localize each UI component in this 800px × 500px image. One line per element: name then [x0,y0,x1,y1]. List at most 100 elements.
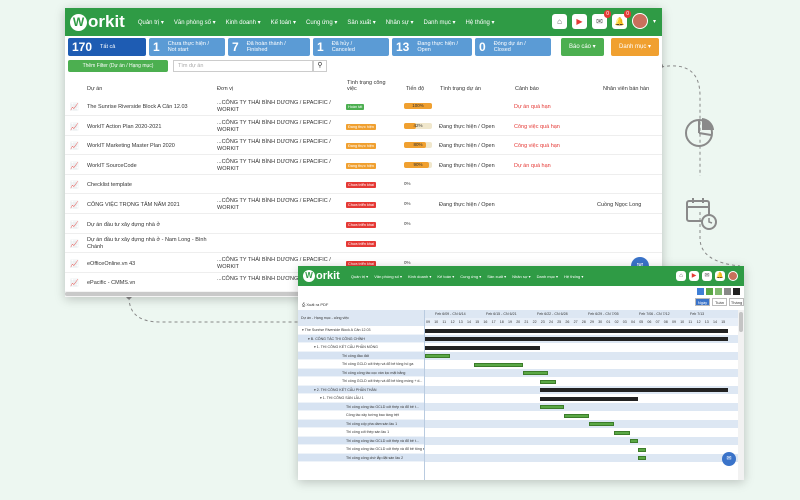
nav-sales[interactable]: Kinh doanh ▾ [225,19,261,26]
g-nav-system[interactable]: Hệ thống ▾ [563,273,584,279]
project-name[interactable]: eOfficeOnline.vn 43 [87,260,136,267]
view-button-1[interactable]: Tuần [712,298,727,306]
gantt-bar[interactable] [539,405,565,409]
task-row[interactable]: Thi công cốt thép sàn lầu 1 [298,428,424,437]
project-name[interactable]: Checklist template [87,182,132,189]
legend-swatch[interactable] [706,288,713,295]
table-row[interactable]: 📈 Checklist template Chưa triển khai 0% [65,175,662,195]
nav-supply[interactable]: Cung ứng ▾ [306,19,338,26]
gantt-bar[interactable] [539,396,639,401]
trend-chart-icon[interactable]: 📈 [70,162,79,170]
col-progress[interactable]: Tiến độ [406,86,425,92]
add-filter-button[interactable]: Thêm Filter (Dự án / Hạng mục) [68,60,168,72]
view-button-0[interactable]: Ngày [695,298,710,306]
project-name[interactable]: Dự án đầu tư xây dựng nhà ở [87,221,161,228]
table-row[interactable]: 📈 CÔNG VIỆC TRỌNG TÂM NĂM 2021 ...CÔNG TY … [65,195,662,214]
g-nav-category[interactable]: Danh mục ▾ [536,273,558,279]
gantt-bar[interactable] [638,456,647,460]
project-name[interactable]: WorkIT Action Plan 2020-2021 [87,123,162,130]
task-row[interactable]: ▾ 1. THI CÔNG KẾT CẤU PHẦN MÓNG [298,343,424,352]
gantt-bar[interactable] [539,388,729,392]
col-status[interactable]: Tình trạng công việc [347,80,386,92]
g-avatar[interactable] [728,271,738,281]
home-icon[interactable]: ⌂ [551,13,567,29]
project-name[interactable]: WorkIT Marketing Master Plan 2020 [87,143,175,150]
g-nav-supply[interactable]: Cung ứng ▾ [460,273,482,279]
trend-chart-icon[interactable]: 📈 [70,202,79,209]
table-row[interactable]: 📈 Dự án đầu tư xây dựng nhà ở - Nam Long … [65,234,662,254]
gantt-bar[interactable] [523,371,548,375]
gantt-bar[interactable] [630,439,639,443]
col-staff[interactable]: Nhân viên bán hàn [603,86,650,92]
trend-chart-icon[interactable]: 📈 [70,221,79,229]
col-warning[interactable]: Cảnh báo [515,86,539,92]
task-row[interactable]: Thi công công tác GCLD cốt thép và đổ bê… [298,436,424,445]
gantt-bar[interactable] [589,422,614,426]
task-row[interactable]: Thi công GCLD cốt thép và đổ bê tông món… [298,377,424,386]
g-nav-accounting[interactable]: Kế toán ▾ [437,273,455,279]
gantt-bar[interactable] [474,362,524,367]
g-video-icon[interactable]: ▶ [689,271,699,281]
gantt-bar[interactable] [539,379,557,384]
gantt-bar[interactable] [425,337,729,341]
status-card[interactable]: 1 Chưa thực hiện / Not start [149,38,225,56]
task-row[interactable]: Thi công đào đất [298,351,424,360]
task-row[interactable]: ▾ The Sunrise Riverside Block A Căn 12.0… [298,326,424,335]
chevron-down-icon[interactable]: ▾ [652,18,656,25]
project-name[interactable]: CÔNG VIỆC TRỌNG TÂM NĂM 2021 [87,202,180,208]
project-name[interactable]: The Sunrise Riverside Block A Căn 12.03 [87,104,188,110]
search-icon[interactable]: ⚲ [313,60,327,72]
table-row[interactable]: 📈 Dự án đầu tư xây dựng nhà ở Chưa triển k… [65,215,662,234]
gantt-bar[interactable] [425,328,729,333]
gantt-bar[interactable] [613,430,630,435]
g-nav-production[interactable]: Sản xuất ▾ [487,273,507,279]
nav-office[interactable]: Văn phòng số ▾ [173,19,216,26]
g-nav-sales[interactable]: Kinh doanh ▾ [408,273,432,279]
bell-icon[interactable]: 🔔 0 [611,9,631,29]
project-name[interactable]: WorkIT SourceCode [87,162,137,169]
table-row[interactable]: 📈 WorkIT Action Plan 2020-2021 ...CÔNG TY … [65,117,662,136]
legend-swatch[interactable] [715,288,722,295]
task-row[interactable]: ▾ 2. THI CÔNG KẾT CẤU PHẦN THÂN [298,385,424,394]
trend-chart-icon[interactable]: 📈 [70,280,79,288]
gantt-bar[interactable] [425,354,450,358]
nav-accounting[interactable]: Kế toán ▾ [270,19,297,26]
trend-chart-icon[interactable]: 📈 [70,241,79,249]
task-row[interactable]: Thi công công tác GCLD cốt thép và đổ bê… [298,402,424,411]
status-card[interactable]: 13 Đang thực hiện / Open [392,38,472,56]
table-row[interactable]: 📈 WorkIT SourceCode ...CÔNG TY THÁI BÌNH D… [65,156,662,175]
g-chat-icon[interactable]: ✉ [722,452,736,466]
task-row[interactable]: Thi công công chờ lắp đặt sàn lầu 2 [298,453,424,462]
g-mail-icon[interactable]: ✉ [702,271,712,281]
trend-chart-icon[interactable]: 📈 [70,123,79,131]
trend-chart-icon[interactable]: 📈 [70,260,79,268]
category-button[interactable]: Danh mục ▾ [611,38,660,56]
nav-category[interactable]: Danh mục ▾ [423,19,456,26]
trend-chart-icon[interactable]: 📈 [70,104,79,111]
status-card[interactable]: 0 Đóng dự án / Closed [475,38,551,56]
nav-production[interactable]: Sản xuất ▾ [347,19,376,26]
col-unit[interactable]: Đơn vị [217,86,234,92]
legend-swatch[interactable] [724,288,731,295]
task-row[interactable]: ▾ B. CÔNG TÁC THI CÔNG CHÍNH [298,334,424,343]
table-row[interactable]: 📈 WorkIT Marketing Master Plan 2020 ...CÔN… [65,136,662,156]
gantt-bar[interactable] [425,345,540,350]
task-row[interactable]: Thi công công tác GCLD cốt thép và đổ bê… [298,445,424,454]
nav-system[interactable]: Hệ thống ▾ [465,19,495,26]
vertical-scrollbar[interactable] [738,310,744,480]
g-home-icon[interactable]: ⌂ [676,271,686,281]
status-card[interactable]: 170 Tất cả [68,38,146,56]
export-pdf-button[interactable]: ⎙ Xuất ra PDF [302,302,329,307]
report-button[interactable]: Báo cáo ▾ [561,38,604,56]
gantt-bar[interactable] [638,447,647,452]
legend-swatch[interactable] [697,288,704,295]
search-input[interactable]: Tìm dự án [173,60,313,72]
trend-chart-icon[interactable]: 📈 [70,182,79,190]
g-nav-admin[interactable]: Quản trị ▾ [350,273,369,279]
project-name[interactable]: Dự án đầu tư xây dựng nhà ở - Nam Long -… [87,237,207,251]
video-icon[interactable]: ▶ [571,13,587,29]
status-card[interactable]: 1 Đã hủy / Canceled [313,38,389,56]
trend-chart-icon[interactable]: 📈 [70,143,79,151]
